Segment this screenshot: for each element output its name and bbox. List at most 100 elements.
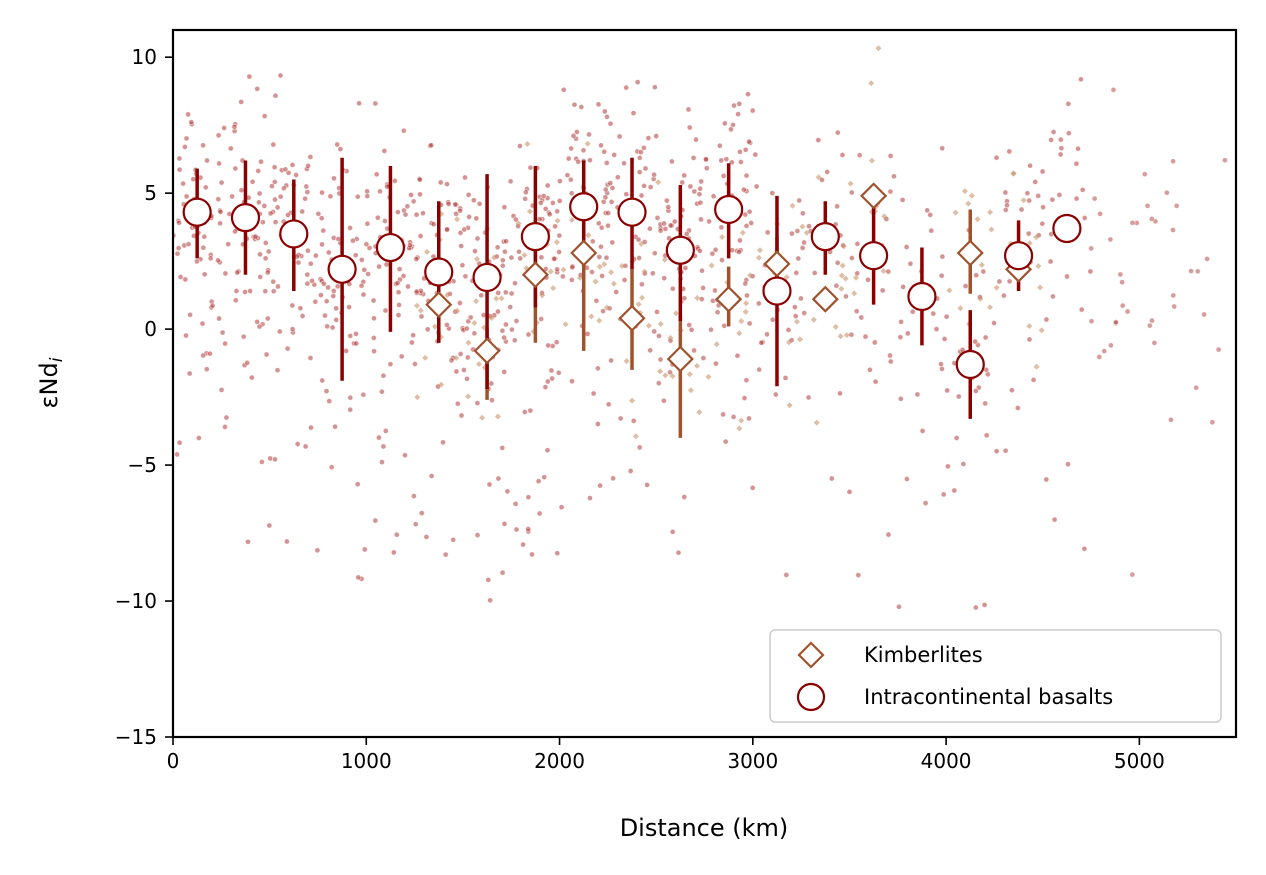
raw-basalt-point bbox=[1204, 255, 1211, 262]
raw-basalt-point bbox=[1215, 346, 1222, 353]
raw-basalt-point bbox=[276, 328, 283, 335]
raw-kimberlite-point bbox=[694, 362, 700, 369]
raw-basalt-point bbox=[616, 133, 623, 140]
raw-basalt-point bbox=[953, 434, 960, 441]
raw-kimberlite-point bbox=[596, 263, 603, 270]
raw-basalt-point bbox=[395, 312, 402, 319]
raw-basalt-point bbox=[655, 380, 662, 387]
raw-kimberlite-point bbox=[794, 318, 800, 325]
raw-basalt-point bbox=[1018, 206, 1025, 213]
raw-basalt-point bbox=[1026, 197, 1033, 204]
raw-basalt-point bbox=[746, 208, 753, 215]
raw-basalt-point bbox=[410, 198, 417, 205]
raw-basalt-point bbox=[218, 179, 225, 186]
raw-basalt-point bbox=[712, 360, 719, 367]
raw-basalt-point bbox=[1081, 214, 1088, 221]
raw-basalt-point bbox=[855, 572, 862, 579]
legend-basalt-label: Intracontinental basalts bbox=[864, 685, 1113, 709]
raw-basalt-point bbox=[458, 412, 465, 419]
raw-basalt-point bbox=[598, 142, 605, 149]
raw-basalt-point bbox=[554, 550, 561, 557]
raw-basalt-point bbox=[797, 295, 804, 302]
raw-basalt-point bbox=[474, 532, 481, 539]
raw-basalt-point bbox=[1088, 245, 1095, 252]
raw-basalt-point bbox=[401, 452, 408, 459]
raw-basalt-point bbox=[396, 266, 403, 273]
raw-basalt-point bbox=[462, 273, 469, 280]
raw-kimberlite-point bbox=[738, 417, 745, 424]
raw-kimberlite-point bbox=[454, 307, 461, 314]
raw-basalt-point bbox=[795, 255, 802, 262]
raw-basalt-point bbox=[681, 493, 688, 500]
raw-basalt-point bbox=[443, 321, 450, 328]
raw-basalt-point bbox=[833, 282, 840, 289]
raw-kimberlite-point bbox=[588, 313, 595, 320]
raw-basalt-point bbox=[419, 210, 426, 217]
raw-basalt-point bbox=[570, 132, 577, 139]
raw-basalt-point bbox=[609, 239, 616, 246]
raw-basalt-point bbox=[375, 434, 382, 441]
raw-basalt-point bbox=[360, 391, 367, 398]
raw-basalt-point bbox=[215, 196, 222, 203]
raw-basalt-point bbox=[265, 248, 272, 255]
basalt-marker bbox=[1052, 213, 1082, 244]
raw-basalt-point bbox=[513, 317, 520, 324]
raw-basalt-point bbox=[364, 188, 371, 195]
raw-kimberlite-point bbox=[417, 307, 424, 314]
raw-basalt-point bbox=[597, 482, 604, 489]
raw-basalt-point bbox=[712, 287, 719, 294]
raw-basalt-point bbox=[1129, 571, 1136, 578]
raw-basalt-point bbox=[374, 214, 381, 221]
raw-basalt-point bbox=[698, 216, 705, 223]
raw-basalt-point bbox=[234, 269, 241, 276]
raw-basalt-point bbox=[783, 571, 790, 578]
raw-kimberlite-point bbox=[623, 358, 630, 365]
raw-basalt-point bbox=[590, 390, 597, 397]
raw-basalt-point bbox=[470, 197, 477, 204]
raw-basalt-point bbox=[811, 269, 818, 276]
raw-basalt-point bbox=[796, 197, 803, 204]
raw-basalt-point bbox=[255, 199, 262, 206]
raw-basalt-point bbox=[494, 244, 501, 251]
raw-basalt-point bbox=[764, 331, 771, 338]
raw-basalt-point bbox=[207, 255, 214, 262]
raw-basalt-point bbox=[471, 330, 478, 337]
raw-basalt-point bbox=[221, 423, 228, 430]
y-tick-label: 5 bbox=[144, 181, 157, 205]
y-axis-label-main: εNd bbox=[35, 362, 63, 408]
raw-basalt-point bbox=[691, 347, 698, 354]
raw-basalt-point bbox=[272, 92, 279, 99]
raw-kimberlite-point bbox=[1037, 284, 1044, 291]
raw-basalt-point bbox=[223, 414, 230, 421]
raw-basalt-point bbox=[353, 340, 360, 347]
raw-basalt-point bbox=[745, 91, 752, 98]
raw-kimberlite-point bbox=[515, 220, 522, 227]
raw-kimberlite-point bbox=[810, 316, 817, 323]
raw-kimberlite-point bbox=[662, 372, 669, 379]
raw-basalt-point bbox=[716, 142, 723, 149]
raw-basalt-point bbox=[461, 174, 468, 181]
raw-basalt-point bbox=[486, 481, 493, 488]
kimberlite-marker bbox=[473, 337, 501, 365]
raw-basalt-point bbox=[358, 256, 365, 263]
raw-basalt-point bbox=[1088, 318, 1095, 325]
raw-basalt-point bbox=[792, 313, 799, 320]
kimberlite-marker bbox=[811, 285, 839, 313]
raw-basalt-point bbox=[907, 260, 914, 267]
basalt-marker bbox=[230, 203, 261, 233]
y-tick-label: −5 bbox=[128, 453, 157, 477]
raw-basalt-point bbox=[503, 238, 510, 245]
raw-basalt-point bbox=[546, 211, 553, 218]
legend-kimberlite-label: Kimberlites bbox=[864, 643, 983, 667]
raw-basalt-point bbox=[525, 494, 532, 501]
raw-basalt-point bbox=[241, 288, 248, 295]
raw-kimberlite-point bbox=[875, 45, 882, 52]
raw-kimberlite-point bbox=[987, 304, 993, 311]
raw-basalt-point bbox=[683, 230, 690, 237]
raw-basalt-point bbox=[282, 166, 289, 173]
raw-basalt-point bbox=[219, 329, 226, 336]
raw-basalt-point bbox=[1117, 271, 1124, 278]
raw-basalt-point bbox=[848, 254, 855, 261]
raw-basalt-point bbox=[834, 203, 841, 210]
raw-basalt-point bbox=[355, 574, 362, 581]
